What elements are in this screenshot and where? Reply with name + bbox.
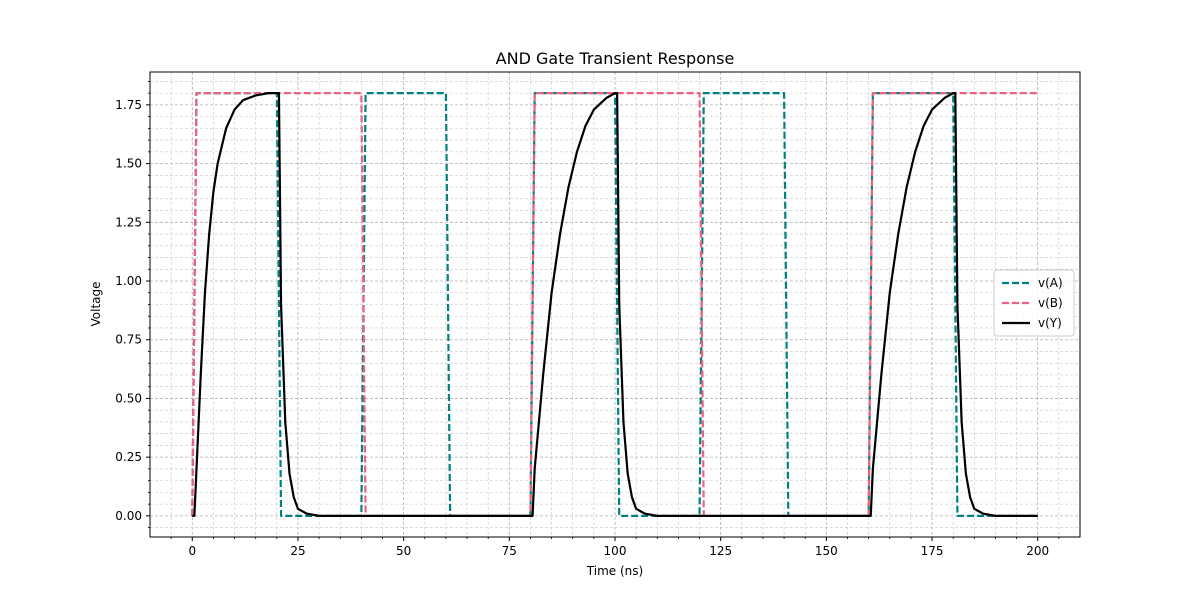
series-line-vy [192, 92, 1038, 517]
legend-label: v(B) [1038, 296, 1063, 310]
legend-label: v(Y) [1038, 316, 1062, 330]
x-tick-label: 75 [502, 544, 517, 558]
chart-title: AND Gate Transient Response [496, 49, 735, 68]
ticks: 0 25 50 75 100 125 150 175 200 0.00 0.25 0.50 0.75 1.… [115, 80, 1060, 558]
y-tick-label: 1.75 [115, 98, 142, 112]
x-tick-label: 25 [290, 544, 305, 558]
x-tick-label: 175 [921, 544, 944, 558]
x-tick-label: 125 [709, 544, 732, 558]
y-tick-label: 0.25 [115, 450, 142, 464]
y-tick-label: 0.50 [115, 391, 142, 405]
x-tick-label: 200 [1026, 544, 1049, 558]
legend: v(A) v(B) v(Y) [993, 269, 1075, 337]
x-tick-label: 0 [188, 544, 196, 558]
legend-box [993, 269, 1075, 337]
x-tick-label: 50 [396, 544, 411, 558]
y-axis-label: Voltage [89, 281, 103, 326]
series-line-vb [191, 92, 1038, 517]
y-tick-label: 1.00 [115, 274, 142, 288]
plot-lines [191, 92, 1038, 517]
y-tick-label: 1.50 [115, 157, 142, 171]
x-tick-label: 150 [815, 544, 838, 558]
legend-label: v(A) [1038, 276, 1063, 290]
x-tick-label: 100 [604, 544, 627, 558]
grid [150, 72, 1080, 537]
x-axis-label: Time (ns) [586, 564, 643, 578]
y-tick-label: 1.25 [115, 215, 142, 229]
y-tick-label: 0.75 [115, 333, 142, 347]
y-tick-label: 0.00 [115, 509, 142, 523]
